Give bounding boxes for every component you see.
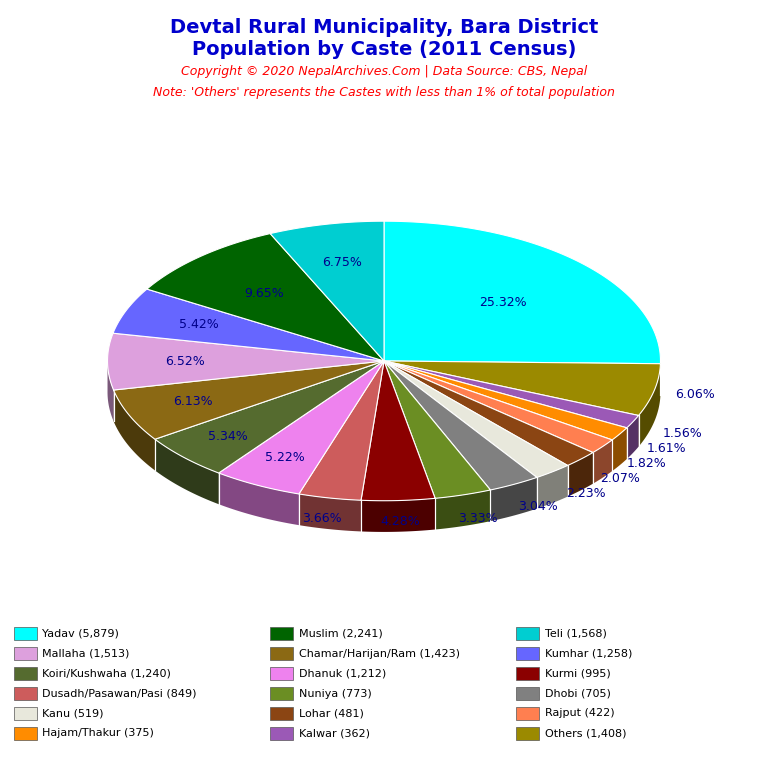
Text: 3.04%: 3.04%: [518, 500, 558, 513]
Text: Note: 'Others' represents the Castes with less than 1% of total population: Note: 'Others' represents the Castes wit…: [153, 86, 615, 99]
Text: 9.65%: 9.65%: [245, 286, 284, 300]
Polygon shape: [384, 361, 660, 415]
Text: 1.82%: 1.82%: [627, 457, 667, 470]
Polygon shape: [537, 465, 568, 508]
Text: 1.61%: 1.61%: [647, 442, 687, 455]
Text: Teli (1,568): Teli (1,568): [545, 628, 607, 639]
Polygon shape: [155, 361, 384, 473]
Polygon shape: [384, 361, 568, 478]
Text: Others (1,408): Others (1,408): [545, 728, 626, 739]
Text: Kurmi (995): Kurmi (995): [545, 668, 611, 679]
Text: Yadav (5,879): Yadav (5,879): [42, 628, 119, 639]
Polygon shape: [593, 440, 612, 484]
Polygon shape: [384, 361, 593, 465]
Text: Lohar (481): Lohar (481): [299, 708, 363, 719]
Text: 4.28%: 4.28%: [380, 515, 420, 528]
Polygon shape: [568, 452, 593, 497]
Polygon shape: [113, 289, 384, 361]
Text: Koiri/Kushwaha (1,240): Koiri/Kushwaha (1,240): [42, 668, 171, 679]
Text: 1.56%: 1.56%: [663, 427, 703, 440]
Text: 5.42%: 5.42%: [178, 318, 218, 331]
Text: Kalwar (362): Kalwar (362): [299, 728, 369, 739]
Polygon shape: [491, 478, 537, 521]
Text: Chamar/Harijan/Ram (1,423): Chamar/Harijan/Ram (1,423): [299, 648, 460, 659]
Polygon shape: [384, 361, 638, 428]
Polygon shape: [627, 415, 638, 459]
Text: Copyright © 2020 NepalArchives.Com | Data Source: CBS, Nepal: Copyright © 2020 NepalArchives.Com | Dat…: [181, 65, 587, 78]
Text: Mallaha (1,513): Mallaha (1,513): [42, 648, 130, 659]
Text: Dhanuk (1,212): Dhanuk (1,212): [299, 668, 386, 679]
Text: 2.07%: 2.07%: [600, 472, 640, 485]
Text: 6.06%: 6.06%: [675, 388, 715, 401]
Text: Dhobi (705): Dhobi (705): [545, 688, 611, 699]
Polygon shape: [108, 333, 384, 390]
Text: 5.34%: 5.34%: [208, 430, 248, 442]
Polygon shape: [114, 361, 384, 439]
Text: Dusadh/Pasawan/Pasi (849): Dusadh/Pasawan/Pasi (849): [42, 688, 197, 699]
Text: Population by Caste (2011 Census): Population by Caste (2011 Census): [192, 40, 576, 59]
Text: Rajput (422): Rajput (422): [545, 708, 614, 719]
Text: Nuniya (773): Nuniya (773): [299, 688, 372, 699]
Polygon shape: [155, 439, 219, 504]
Polygon shape: [384, 361, 537, 490]
Polygon shape: [147, 233, 384, 361]
Polygon shape: [299, 361, 384, 500]
Polygon shape: [361, 498, 435, 532]
Text: 6.52%: 6.52%: [165, 355, 205, 368]
Polygon shape: [219, 361, 384, 494]
Polygon shape: [384, 361, 627, 440]
Text: Kumhar (1,258): Kumhar (1,258): [545, 648, 632, 659]
Text: 5.22%: 5.22%: [265, 452, 305, 465]
Text: Hajam/Thakur (375): Hajam/Thakur (375): [42, 728, 154, 739]
Text: 6.75%: 6.75%: [322, 256, 362, 269]
Polygon shape: [435, 490, 491, 529]
Text: 3.66%: 3.66%: [302, 512, 341, 525]
Polygon shape: [384, 361, 612, 452]
Polygon shape: [384, 361, 491, 498]
Polygon shape: [361, 361, 435, 501]
Text: Kanu (519): Kanu (519): [42, 708, 104, 719]
Polygon shape: [612, 428, 627, 471]
Polygon shape: [638, 364, 660, 447]
Text: 25.32%: 25.32%: [478, 296, 526, 309]
Polygon shape: [108, 360, 114, 421]
Polygon shape: [299, 494, 361, 531]
Polygon shape: [384, 221, 660, 364]
Text: Muslim (2,241): Muslim (2,241): [299, 628, 382, 639]
Polygon shape: [270, 221, 384, 361]
Text: 3.33%: 3.33%: [458, 512, 498, 525]
Text: 6.13%: 6.13%: [174, 396, 213, 409]
Polygon shape: [114, 390, 155, 471]
Polygon shape: [219, 473, 299, 525]
Text: 2.23%: 2.23%: [567, 488, 606, 501]
Text: Devtal Rural Municipality, Bara District: Devtal Rural Municipality, Bara District: [170, 18, 598, 38]
